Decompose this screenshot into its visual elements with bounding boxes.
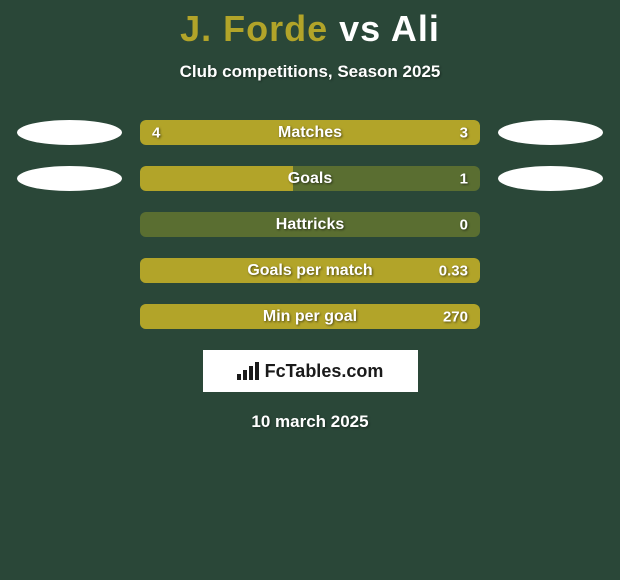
- vs-text: vs: [339, 8, 381, 49]
- stat-value-right: 3: [460, 124, 468, 141]
- player1-name: J. Forde: [180, 8, 328, 49]
- player1-marker: [17, 166, 122, 191]
- stat-label: Goals: [288, 170, 332, 188]
- stat-value-right: 270: [443, 308, 468, 325]
- player1-marker: [17, 120, 122, 145]
- stat-bar: Min per goal 270: [140, 304, 480, 329]
- bars-icon: [237, 362, 259, 380]
- date-text: 10 march 2025: [0, 412, 620, 432]
- stat-row: 4 Matches 3: [0, 120, 620, 145]
- stat-label: Matches: [278, 124, 342, 142]
- comparison-title: J. Forde vs Ali: [0, 0, 620, 50]
- spacer: [17, 212, 122, 237]
- brand-text: FcTables.com: [265, 361, 384, 382]
- stat-row: Goals 1: [0, 166, 620, 191]
- stat-bar: 4 Matches 3: [140, 120, 480, 145]
- stat-bar: Hattricks 0: [140, 212, 480, 237]
- stat-label: Min per goal: [263, 308, 357, 326]
- stat-label: Goals per match: [247, 262, 372, 280]
- bar-fill-left: [140, 166, 293, 191]
- stat-bar: Goals 1: [140, 166, 480, 191]
- stat-row: Min per goal 270: [0, 304, 620, 329]
- spacer: [17, 304, 122, 329]
- stat-value-left: 4: [152, 124, 160, 141]
- bar-fill-left: [140, 120, 300, 145]
- stat-row: Goals per match 0.33: [0, 258, 620, 283]
- subtitle: Club competitions, Season 2025: [0, 62, 620, 82]
- brand-box: FcTables.com: [203, 350, 418, 392]
- stat-bar: Goals per match 0.33: [140, 258, 480, 283]
- stat-value-right: 0.33: [439, 262, 468, 279]
- spacer: [498, 212, 603, 237]
- player2-marker: [498, 166, 603, 191]
- player2-name: Ali: [391, 8, 440, 49]
- stat-row: Hattricks 0: [0, 212, 620, 237]
- spacer: [498, 304, 603, 329]
- stat-label: Hattricks: [276, 216, 344, 234]
- stat-value-right: 0: [460, 216, 468, 233]
- stats-container: 4 Matches 3 Goals 1 Hattricks 0 Goals per match…: [0, 120, 620, 329]
- spacer: [17, 258, 122, 283]
- player2-marker: [498, 120, 603, 145]
- spacer: [498, 258, 603, 283]
- stat-value-right: 1: [460, 170, 468, 187]
